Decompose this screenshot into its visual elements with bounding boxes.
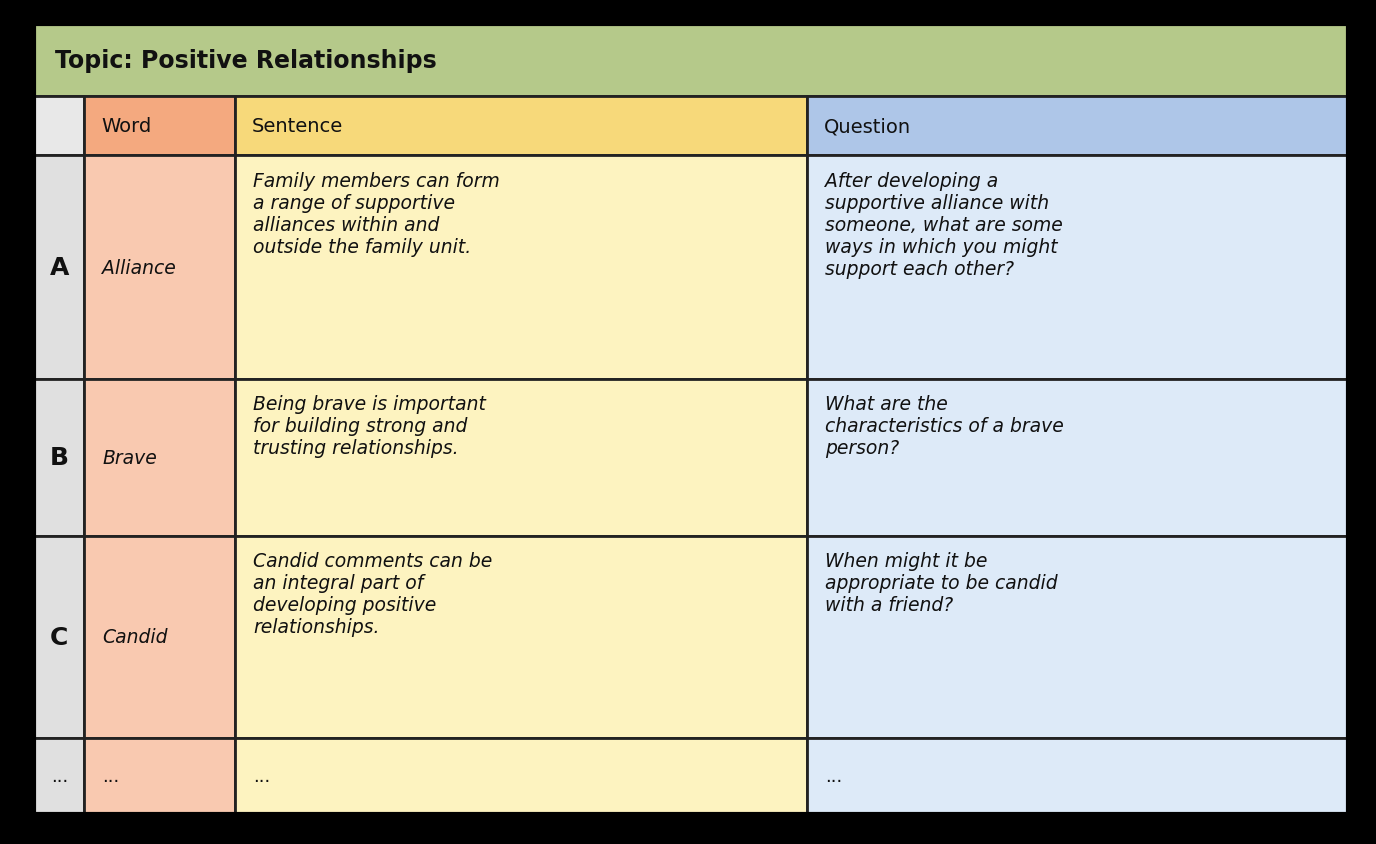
Bar	[808, 97, 1348, 156]
Bar	[34, 97, 84, 156]
Bar	[808, 536, 1348, 738]
Bar	[235, 738, 808, 814]
Bar	[235, 380, 808, 536]
Text: ...: ...	[253, 767, 271, 786]
Bar	[34, 25, 1348, 97]
Text: What are the
characteristics of a brave
person?: What are the characteristics of a brave …	[826, 395, 1064, 458]
Bar	[235, 97, 808, 156]
Bar	[84, 536, 235, 738]
Bar	[808, 738, 1348, 814]
Bar	[34, 156, 84, 380]
Text: When might it be
appropriate to be candid
with a friend?: When might it be appropriate to be candi…	[826, 551, 1058, 614]
Bar	[84, 380, 235, 536]
Text: Sentence: Sentence	[252, 117, 343, 136]
Text: Alliance: Alliance	[102, 258, 176, 278]
Text: A: A	[50, 256, 69, 280]
Text: Being brave is important
for building strong and
trusting relationships.: Being brave is important for building st…	[253, 395, 486, 458]
Text: Brave: Brave	[102, 448, 157, 468]
Text: Question: Question	[824, 117, 911, 136]
Text: Topic: Positive Relationships: Topic: Positive Relationships	[55, 49, 436, 73]
Bar	[808, 380, 1348, 536]
Bar	[34, 380, 84, 536]
Bar	[808, 156, 1348, 380]
Bar	[235, 156, 808, 380]
Text: After developing a
supportive alliance with
someone, what are some
ways in which: After developing a supportive alliance w…	[826, 171, 1062, 279]
Text: ...: ...	[51, 767, 67, 786]
Text: C: C	[50, 625, 69, 649]
Bar	[34, 536, 84, 738]
Bar	[84, 738, 235, 814]
Text: Family members can form
a range of supportive
alliances within and
outside the f: Family members can form a range of suppo…	[253, 171, 499, 257]
Bar	[235, 536, 808, 738]
Bar	[84, 156, 235, 380]
Text: Candid comments can be
an integral part of
developing positive
relationships.: Candid comments can be an integral part …	[253, 551, 493, 636]
Text: Candid: Candid	[102, 628, 168, 647]
Text: B: B	[50, 446, 69, 470]
Text: Word: Word	[100, 117, 151, 136]
Bar	[34, 738, 84, 814]
Bar	[84, 97, 235, 156]
Text: ...: ...	[102, 767, 120, 786]
Text: ...: ...	[826, 767, 842, 786]
